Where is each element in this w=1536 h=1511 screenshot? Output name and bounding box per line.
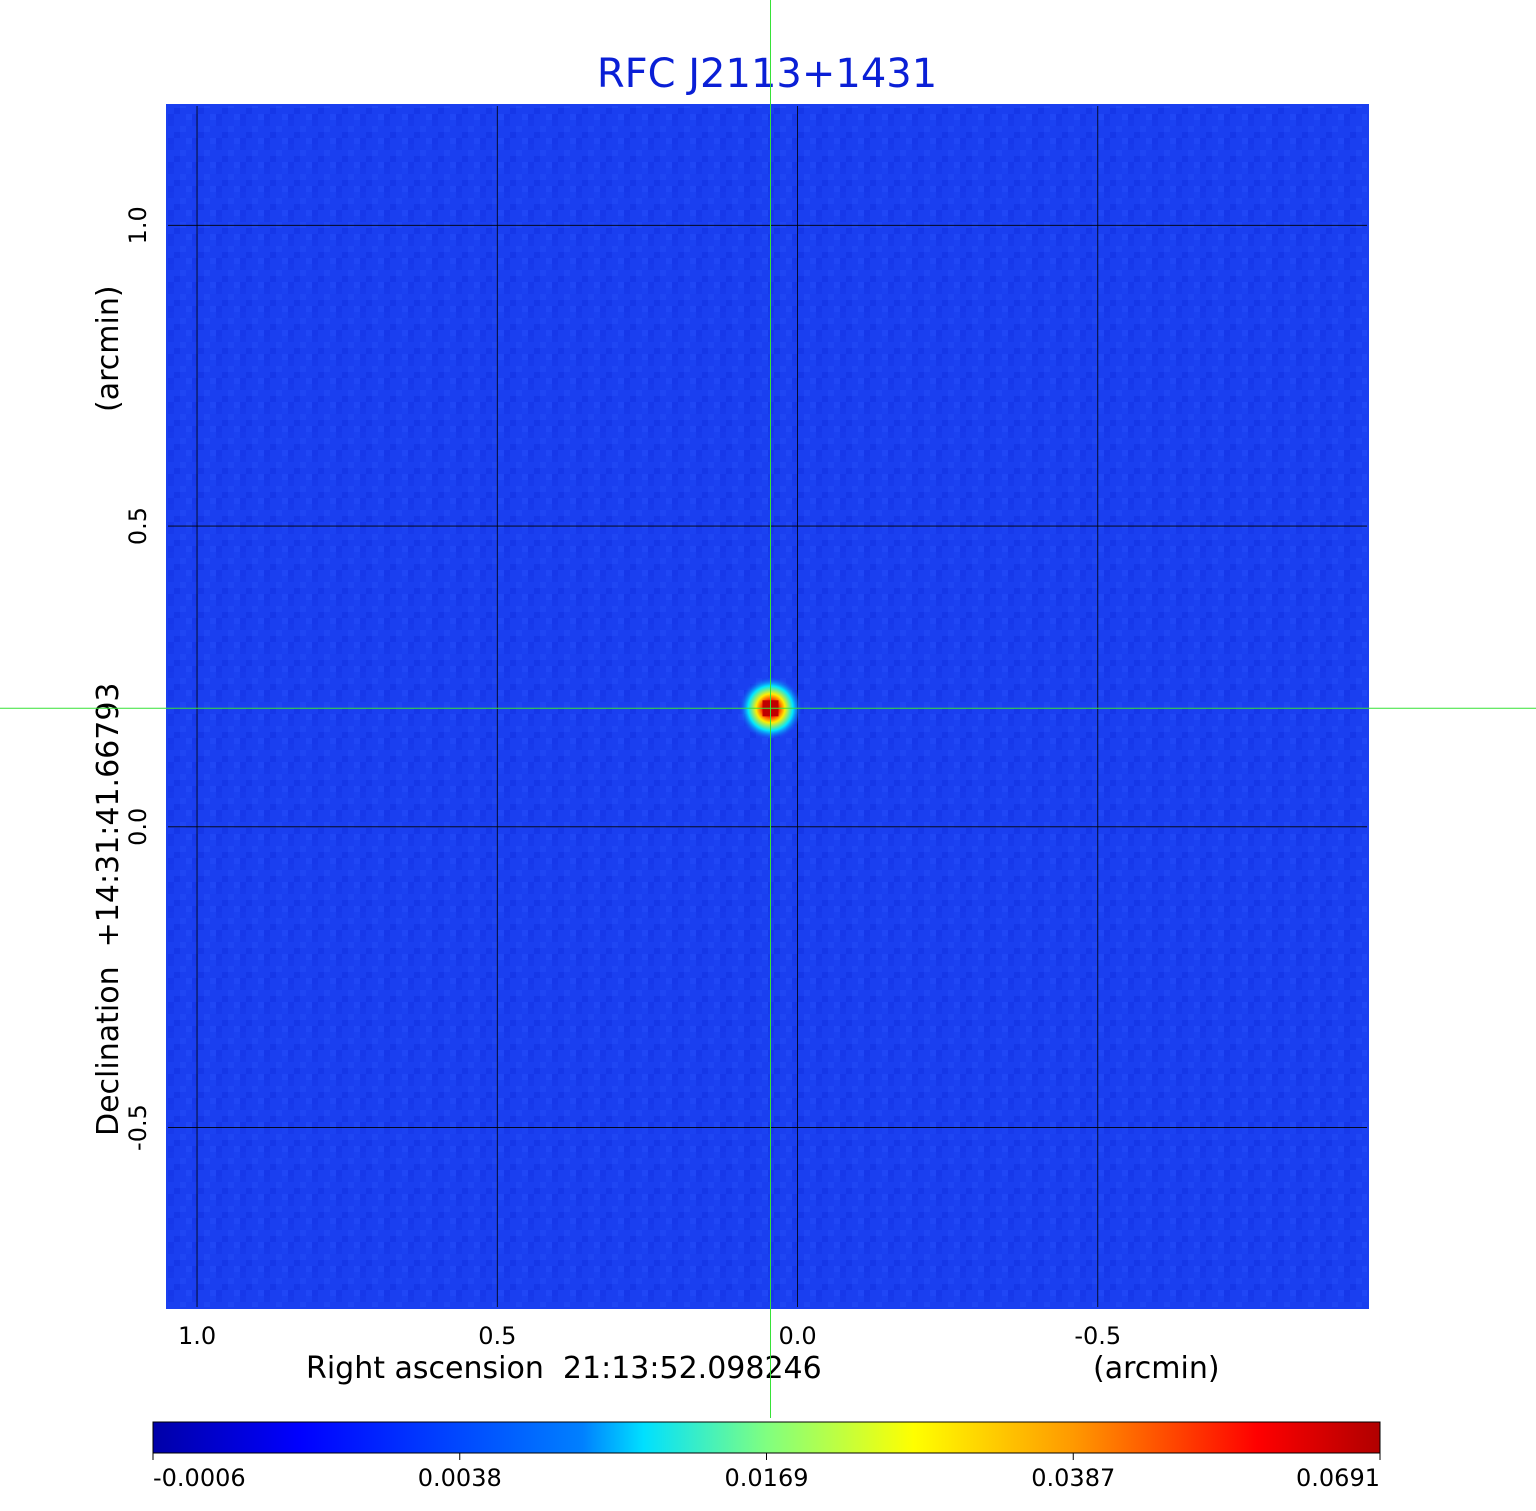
colorbar-gradient	[152, 1421, 1381, 1454]
colorbar-tick-label: 0.0038	[418, 1464, 502, 1492]
chart-title: RFC J2113+1431	[597, 51, 937, 97]
colorbar: -0.0006 0.0038 0.0169 0.0387 0.0691	[152, 1421, 1381, 1492]
y-axis-label: Declination +14:31:41.66793	[91, 682, 126, 1136]
y-tick-labels: 1.0 0.5 0.0 -0.5	[124, 206, 152, 1151]
map-frame	[166, 104, 1369, 1309]
y-tick-label: 1.0	[124, 206, 152, 244]
x-tick-label: 0.5	[478, 1322, 516, 1350]
y-tick-label: 0.0	[124, 808, 152, 846]
crosshair	[0, 0, 1536, 1418]
map-panel	[166, 104, 1369, 1309]
colorbar-tick-label: 0.0691	[1296, 1464, 1380, 1492]
colorbar-tick-label: 0.0387	[1031, 1464, 1115, 1492]
y-axis-unit: (arcmin)	[91, 285, 126, 412]
y-tick-label: 0.5	[124, 507, 152, 545]
x-axis-label: Right ascension 21:13:52.098246	[306, 1351, 822, 1386]
x-tick-label: 0.0	[778, 1322, 816, 1350]
x-tick-labels: 1.0 0.5 0.0 -0.5	[178, 1322, 1121, 1350]
x-tick-label: -0.5	[1074, 1322, 1121, 1350]
y-tick-label: -0.5	[124, 1104, 152, 1151]
colorbar-tick-label: -0.0006	[153, 1464, 246, 1492]
colorbar-tick-label: 0.0169	[725, 1464, 809, 1492]
x-tick-label: 1.0	[178, 1322, 216, 1350]
colorbar-ticks: -0.0006 0.0038 0.0169 0.0387 0.0691	[152, 1453, 1381, 1492]
x-axis-unit: (arcmin)	[1093, 1351, 1220, 1386]
